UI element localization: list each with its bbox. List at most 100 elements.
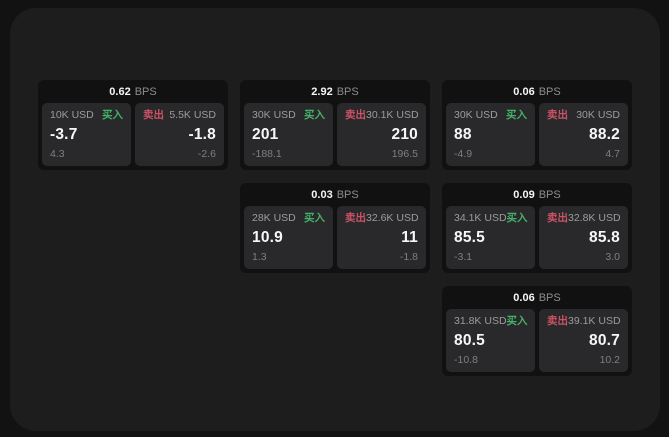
card-header: 0.09 BPS	[442, 183, 632, 204]
sell-panel[interactable]: 卖出 30.1K USD 210 196.5	[337, 103, 426, 166]
buy-price: 88	[454, 126, 472, 143]
quote-card: 0.62 BPS 10K USD 买入 -3.7 4.3 卖出 5.5K USD	[38, 80, 228, 170]
card-body: 34.1K USD 买入 85.5 -3.1 卖出 32.8K USD 85.8…	[442, 204, 632, 273]
sell-panel[interactable]: 卖出 30K USD 88.2 4.7	[539, 103, 628, 166]
bps-value: 0.09	[513, 189, 535, 201]
sell-amount: 32.8K USD	[568, 212, 621, 224]
buy-badge: 买入	[506, 212, 528, 224]
buy-price: 10.9	[252, 229, 283, 246]
buy-sub-value: -188.1	[252, 148, 282, 160]
buy-amount: 10K USD	[50, 109, 94, 121]
card-body: 28K USD 买入 10.9 1.3 卖出 32.6K USD 11 -1.8	[240, 204, 430, 273]
sell-badge: 卖出	[345, 212, 366, 224]
buy-sub-value: 4.3	[50, 148, 65, 160]
bps-value: 0.06	[513, 292, 535, 304]
buy-top-row: 30K USD 买入	[454, 109, 527, 122]
card-header: 0.06 BPS	[442, 80, 632, 101]
sell-sub-value: 196.5	[391, 148, 418, 160]
quote-card: 0.06 BPS 30K USD 买入 88 -4.9 卖出 30K USD	[442, 80, 632, 170]
quote-card: 0.03 BPS 28K USD 买入 10.9 1.3 卖出 32.6K US…	[240, 183, 430, 273]
sell-panel[interactable]: 卖出 39.1K USD 80.7 10.2	[539, 309, 628, 372]
buy-panel[interactable]: 10K USD 买入 -3.7 4.3	[42, 103, 131, 166]
bps-unit: BPS	[336, 189, 359, 201]
sell-price: 210	[391, 126, 418, 143]
sell-amount: 32.6K USD	[366, 212, 419, 224]
buy-panel[interactable]: 28K USD 买入 10.9 1.3	[244, 206, 333, 269]
card-header: 0.06 BPS	[442, 286, 632, 307]
buy-panel[interactable]: 30K USD 买入 201 -188.1	[244, 103, 333, 166]
sell-sub-value: 10.2	[599, 354, 620, 366]
quote-card: 0.09 BPS 34.1K USD 买入 85.5 -3.1 卖出 32.8K…	[442, 183, 632, 273]
buy-sub-value: -4.9	[454, 148, 473, 160]
buy-amount: 31.8K USD	[454, 315, 507, 327]
card-header: 2.92 BPS	[240, 80, 430, 101]
sell-panel[interactable]: 卖出 5.5K USD -1.8 -2.6	[135, 103, 224, 166]
quote-card: 0.06 BPS 31.8K USD 买入 80.5 -10.8 卖出 39.1…	[442, 286, 632, 376]
buy-sub-value: 1.3	[252, 251, 267, 263]
bps-unit: BPS	[134, 86, 157, 98]
quote-card: 2.92 BPS 30K USD 买入 201 -188.1 卖出 30.1K …	[240, 80, 430, 170]
buy-badge: 买入	[304, 109, 325, 121]
sell-panel[interactable]: 卖出 32.8K USD 85.8 3.0	[539, 206, 628, 269]
sell-badge: 卖出	[345, 109, 366, 121]
sell-sub-value: -1.8	[399, 251, 418, 263]
bps-value: 0.62	[109, 86, 131, 98]
buy-top-row: 30K USD 买入	[252, 109, 325, 122]
buy-amount: 30K USD	[454, 109, 498, 121]
sell-top-row: 卖出 32.6K USD	[345, 212, 419, 225]
sell-sub-value: 3.0	[605, 251, 620, 263]
bps-unit: BPS	[538, 189, 561, 201]
sell-sub-value: 4.7	[605, 148, 620, 160]
bps-unit: BPS	[336, 86, 359, 98]
card-header: 0.62 BPS	[38, 80, 228, 101]
sell-top-row: 卖出 5.5K USD	[143, 109, 216, 122]
buy-sub-value: -10.8	[454, 354, 478, 366]
buy-sub-value: -3.1	[454, 251, 473, 263]
sell-top-row: 卖出 39.1K USD	[547, 315, 621, 328]
main-panel: 0.62 BPS 10K USD 买入 -3.7 4.3 卖出 5.5K USD	[10, 8, 660, 431]
buy-top-row: 31.8K USD 买入	[454, 315, 528, 328]
sell-top-row: 卖出 32.8K USD	[547, 212, 621, 225]
cards-grid: 0.62 BPS 10K USD 买入 -3.7 4.3 卖出 5.5K USD	[38, 80, 632, 376]
sell-price: 80.7	[589, 332, 620, 349]
card-body: 10K USD 买入 -3.7 4.3 卖出 5.5K USD -1.8 -2.…	[38, 101, 228, 170]
card-body: 31.8K USD 买入 80.5 -10.8 卖出 39.1K USD 80.…	[442, 307, 632, 376]
sell-top-row: 卖出 30.1K USD	[345, 109, 419, 122]
card-body: 30K USD 买入 201 -188.1 卖出 30.1K USD 210 1…	[240, 101, 430, 170]
buy-badge: 买入	[506, 315, 528, 327]
bps-value: 0.03	[311, 189, 333, 201]
buy-price: -3.7	[50, 126, 78, 143]
sell-badge: 卖出	[547, 212, 568, 224]
buy-badge: 买入	[304, 212, 325, 224]
buy-top-row: 28K USD 买入	[252, 212, 325, 225]
card-body: 30K USD 买入 88 -4.9 卖出 30K USD 88.2 4.7	[442, 101, 632, 170]
buy-price: 201	[252, 126, 279, 143]
sell-amount: 30K USD	[576, 109, 620, 121]
buy-amount: 30K USD	[252, 109, 296, 121]
sell-amount: 5.5K USD	[169, 109, 216, 121]
sell-price: 88.2	[589, 126, 620, 143]
buy-amount: 28K USD	[252, 212, 296, 224]
sell-panel[interactable]: 卖出 32.6K USD 11 -1.8	[337, 206, 426, 269]
buy-amount: 34.1K USD	[454, 212, 507, 224]
sell-badge: 卖出	[547, 109, 568, 121]
sell-top-row: 卖出 30K USD	[547, 109, 620, 122]
buy-top-row: 34.1K USD 买入	[454, 212, 528, 225]
bps-value: 2.92	[311, 86, 333, 98]
buy-top-row: 10K USD 买入	[50, 109, 123, 122]
bps-value: 0.06	[513, 86, 535, 98]
buy-panel[interactable]: 34.1K USD 买入 85.5 -3.1	[446, 206, 535, 269]
buy-panel[interactable]: 30K USD 买入 88 -4.9	[446, 103, 535, 166]
sell-badge: 卖出	[143, 109, 164, 121]
buy-price: 80.5	[454, 332, 485, 349]
sell-amount: 39.1K USD	[568, 315, 621, 327]
sell-sub-value: -2.6	[197, 148, 216, 160]
sell-amount: 30.1K USD	[366, 109, 419, 121]
buy-badge: 买入	[506, 109, 527, 121]
bps-unit: BPS	[538, 292, 561, 304]
sell-badge: 卖出	[547, 315, 568, 327]
sell-price: 85.8	[589, 229, 620, 246]
card-header: 0.03 BPS	[240, 183, 430, 204]
buy-panel[interactable]: 31.8K USD 买入 80.5 -10.8	[446, 309, 535, 372]
buy-badge: 买入	[102, 109, 123, 121]
